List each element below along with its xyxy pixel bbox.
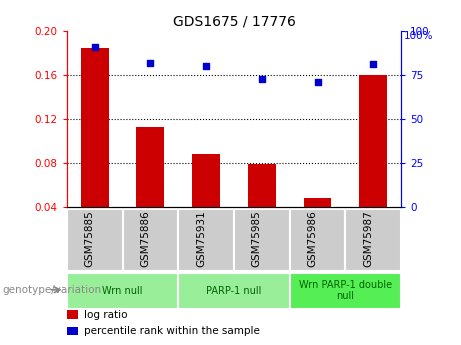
Text: log ratio: log ratio <box>83 310 127 320</box>
Bar <box>67 273 178 309</box>
Text: percentile rank within the sample: percentile rank within the sample <box>83 326 260 336</box>
Bar <box>359 75 387 251</box>
Bar <box>290 273 401 309</box>
Point <box>202 63 210 69</box>
Text: GSM75885: GSM75885 <box>85 210 95 267</box>
Bar <box>123 209 178 271</box>
Bar <box>304 198 331 251</box>
Bar <box>67 209 123 271</box>
Text: PARP-1 null: PARP-1 null <box>206 286 262 296</box>
Bar <box>192 154 220 251</box>
Bar <box>67 310 77 319</box>
Text: GSM75987: GSM75987 <box>363 210 373 267</box>
Point <box>258 76 266 81</box>
Text: GSM75931: GSM75931 <box>196 210 206 267</box>
Bar <box>345 209 401 271</box>
Text: GSM75886: GSM75886 <box>141 210 150 267</box>
Point <box>370 62 377 67</box>
Text: GSM75985: GSM75985 <box>252 210 262 267</box>
Bar <box>178 273 290 309</box>
Text: genotype/variation: genotype/variation <box>2 285 101 295</box>
Bar <box>248 164 276 251</box>
Point <box>91 44 98 50</box>
Bar <box>81 48 109 251</box>
Title: GDS1675 / 17776: GDS1675 / 17776 <box>172 14 296 29</box>
Text: GSM75986: GSM75986 <box>307 210 318 267</box>
Bar <box>136 127 164 251</box>
Point <box>314 79 321 85</box>
Text: Wrn PARP-1 double
null: Wrn PARP-1 double null <box>299 280 392 302</box>
Point <box>147 60 154 66</box>
Bar <box>234 209 290 271</box>
Bar <box>290 209 345 271</box>
Bar <box>178 209 234 271</box>
Bar <box>67 327 77 335</box>
Text: 100%: 100% <box>403 31 433 41</box>
Text: Wrn null: Wrn null <box>102 286 143 296</box>
